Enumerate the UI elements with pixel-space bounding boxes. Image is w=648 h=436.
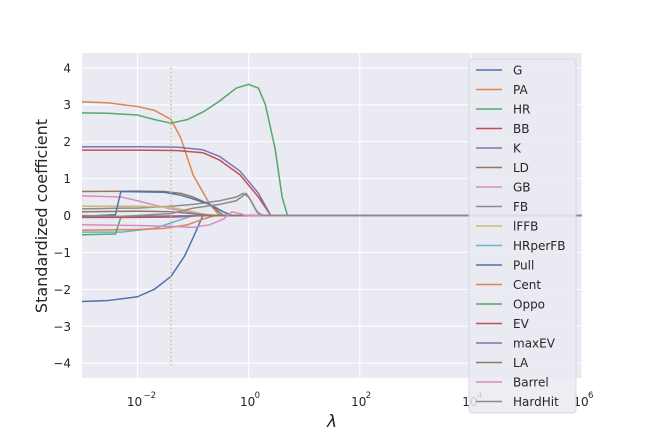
legend-label: HR bbox=[513, 103, 530, 117]
legend-label: HRperFB bbox=[513, 239, 565, 253]
legend-label: LD bbox=[513, 161, 529, 175]
x-tick-label: 10 2 bbox=[351, 391, 371, 409]
legend-label: HardHit bbox=[513, 395, 559, 409]
legend-item: Pull bbox=[476, 259, 534, 273]
y-tick-labels: 4 3 2 1 0 −1 −2 −3 −4 bbox=[53, 61, 71, 370]
legend-item: Cent bbox=[476, 278, 541, 292]
x-tick-base: 10 bbox=[351, 395, 366, 409]
legend-label: lFFB bbox=[513, 220, 538, 234]
legend-label: Pull bbox=[513, 259, 534, 273]
series-line-hardhit bbox=[81, 192, 582, 217]
legend-label: Oppo bbox=[513, 298, 545, 312]
series-line-pa bbox=[81, 101, 582, 217]
legend-label: LA bbox=[513, 356, 529, 370]
y-tick-label: 1 bbox=[63, 172, 71, 186]
x-tick-exponent: 6 bbox=[588, 391, 593, 401]
legend-item: LA bbox=[476, 356, 529, 370]
legend-items: G PA HR BB K LD GB FB lFFB HRperFB Pull Cent Oppo EV m… bbox=[476, 64, 565, 409]
legend-label: K bbox=[513, 142, 522, 156]
y-tick-label: 0 bbox=[63, 209, 71, 223]
legend-item: lFFB bbox=[476, 220, 538, 234]
legend-item: Oppo bbox=[476, 298, 545, 312]
x-tick-base: 10 bbox=[573, 395, 588, 409]
x-tick-label: 10 −2 bbox=[127, 391, 156, 409]
legend-item: Barrel bbox=[476, 376, 549, 390]
x-tick-label: 10 6 bbox=[573, 391, 593, 409]
legend-item: K bbox=[476, 142, 522, 156]
legend-item: LD bbox=[476, 161, 529, 175]
legend-item: BB bbox=[476, 122, 529, 136]
x-tick-exponent: 2 bbox=[366, 391, 371, 401]
legend-label: Barrel bbox=[513, 376, 549, 390]
legend-item: FB bbox=[476, 200, 528, 214]
legend-item: HR bbox=[476, 103, 530, 117]
legend-item: GB bbox=[476, 181, 531, 195]
y-tick-label: −2 bbox=[53, 283, 71, 297]
x-tick-base: 10 bbox=[127, 395, 142, 409]
series-line-pull bbox=[81, 190, 582, 217]
legend-label: GB bbox=[513, 181, 531, 195]
legend-item: HRperFB bbox=[476, 239, 565, 253]
y-tick-label: 2 bbox=[63, 135, 71, 149]
y-tick-label: −3 bbox=[53, 320, 71, 334]
legend-item: EV bbox=[476, 317, 530, 331]
legend-item: maxEV bbox=[476, 337, 556, 351]
legend-label: PA bbox=[513, 83, 528, 97]
series-line-hr bbox=[81, 83, 582, 217]
y-tick-label: −1 bbox=[53, 246, 71, 260]
legend-label: EV bbox=[513, 317, 530, 331]
legend-item: G bbox=[476, 64, 522, 78]
series-line-barrel bbox=[81, 211, 582, 229]
legend-item: HardHit bbox=[476, 395, 559, 409]
legend-label: G bbox=[513, 64, 522, 78]
series-line-k bbox=[82, 146, 582, 217]
x-tick-exponent: 0 bbox=[255, 391, 260, 401]
x-axis-label: λ bbox=[326, 412, 337, 432]
legend-label: FB bbox=[513, 200, 528, 214]
y-tick-label: 4 bbox=[63, 61, 71, 75]
x-tick-labels: 10−2100102104106 bbox=[127, 391, 594, 409]
x-tick-base: 10 bbox=[240, 395, 255, 409]
legend-label: maxEV bbox=[513, 337, 556, 351]
legend: G PA HR BB K LD GB FB lFFB HRperFB Pull Cent Oppo EV m… bbox=[468, 58, 577, 414]
y-tick-label: −4 bbox=[53, 357, 71, 371]
x-tick-exponent: −2 bbox=[144, 391, 157, 401]
x-tick-label: 10 0 bbox=[240, 391, 260, 409]
legend-label: BB bbox=[513, 122, 529, 136]
legend-label: Cent bbox=[513, 278, 541, 292]
y-tick-label: 3 bbox=[63, 98, 71, 112]
y-axis-label: Standardized coefficient bbox=[32, 119, 51, 313]
legend-item: PA bbox=[476, 83, 528, 97]
